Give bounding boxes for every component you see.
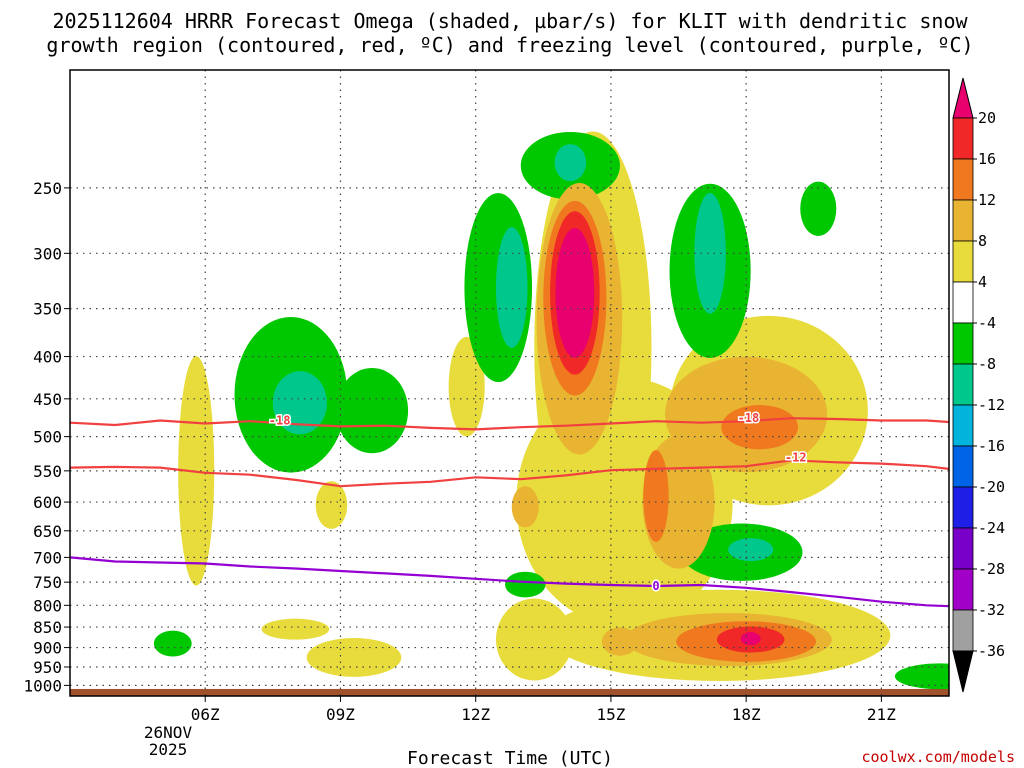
colorbar-bin	[952, 404, 974, 447]
colorbar-label: -16	[978, 437, 1005, 455]
x-tick-label: 15Z	[596, 705, 625, 724]
y-tick-label: 700	[33, 548, 62, 567]
colorbar-bin	[952, 568, 974, 611]
omega-region-neg12	[728, 538, 774, 562]
omega-region-pos12	[721, 405, 798, 450]
colorbar-label: -20	[978, 478, 1005, 496]
omega-region-neg8	[800, 181, 837, 236]
omega-shading	[153, 131, 949, 690]
colorbar-label: 4	[978, 273, 987, 291]
contour-label: 0	[652, 579, 659, 593]
x-tick-label: 21Z	[867, 705, 896, 724]
colorbar-label: -8	[978, 355, 996, 373]
x-axis-title: Forecast Time (UTC)	[407, 748, 613, 768]
y-tick-label: 800	[33, 596, 62, 615]
omega-region-pos20	[555, 227, 595, 358]
x-tick-label: 06Z	[191, 705, 220, 724]
omega-region-neg8	[153, 630, 192, 657]
x-tick-label: 09Z	[326, 705, 355, 724]
colorbar-bottom-arrow	[952, 650, 974, 693]
colorbar-bin	[952, 199, 974, 242]
omega-region-neg12	[694, 192, 726, 314]
plot-frame	[69, 69, 950, 697]
contour-label: -18	[269, 413, 291, 427]
omega-region-pos8	[601, 627, 638, 656]
y-tick-label: 600	[33, 493, 62, 512]
surface-layer	[70, 688, 949, 696]
y-tick-label: 650	[33, 522, 62, 541]
colorbar-bin	[952, 240, 974, 283]
omega-region-pos4	[448, 336, 485, 437]
contour-line	[70, 556, 949, 608]
omega-region-neg8	[504, 571, 546, 598]
grid-lines	[70, 70, 949, 696]
colorbar-bin	[952, 158, 974, 201]
y-tick-label: 450	[33, 390, 62, 409]
date-line-1: 26NOV	[144, 723, 193, 742]
y-tick-label: 750	[33, 573, 62, 592]
contour-label: -18	[738, 411, 760, 425]
date-line-2: 2025	[149, 740, 188, 759]
y-tick-label: 950	[33, 658, 62, 677]
y-tick-label: 400	[33, 348, 62, 367]
colorbar-bin	[952, 117, 974, 160]
y-tick-label: 350	[33, 300, 62, 319]
y-tick-label: 500	[33, 428, 62, 447]
colorbar-label: -36	[978, 642, 1005, 660]
colorbar-bin	[952, 445, 974, 488]
colorbar-bin	[952, 322, 974, 365]
colorbar-bin	[952, 609, 974, 652]
omega-region-neg12	[272, 371, 327, 435]
x-tick-label: 18Z	[732, 705, 761, 724]
y-tick-label: 550	[33, 462, 62, 481]
colorbar-label: 8	[978, 232, 987, 250]
contour-label: -12	[785, 451, 807, 465]
temperature-contours: -18 -18 -12 0	[70, 410, 949, 608]
omega-region-neg12	[495, 227, 528, 348]
colorbar-label: -24	[978, 519, 1005, 537]
y-tick-label: 900	[33, 639, 62, 658]
colorbar-label: -28	[978, 560, 1005, 578]
omega-region-pos4	[495, 598, 573, 681]
omega-region-pos4	[306, 637, 402, 677]
colorbar-bin	[952, 486, 974, 529]
omega-region-neg8	[894, 663, 949, 690]
colorbar-label: 20	[978, 109, 996, 127]
colorbar-bin	[952, 281, 974, 324]
x-axis: 06Z 09Z 12Z 15Z 18Z 21Z	[191, 696, 896, 724]
colorbar-label: 16	[978, 150, 996, 168]
contour-line	[70, 417, 949, 431]
omega-region-pos4	[315, 481, 348, 529]
y-tick-label: 300	[33, 244, 62, 263]
colorbar-bin	[952, 527, 974, 570]
contour-line	[70, 459, 949, 488]
colorbar-label: 12	[978, 191, 996, 209]
chart-title-line2: growth region (contoured, red, ºC) and f…	[46, 33, 973, 57]
colorbar-label: -32	[978, 601, 1005, 619]
omega-region-pos8	[511, 486, 539, 528]
omega-region-neg12	[554, 144, 587, 182]
y-tick-label: 850	[33, 618, 62, 637]
colorbar-bin	[952, 363, 974, 406]
omega-region-pos20	[740, 632, 761, 646]
colorbar-label: -12	[978, 396, 1005, 414]
surface-ground-band	[70, 688, 949, 696]
omega-region-neg8	[335, 367, 409, 454]
omega-region-pos4	[261, 618, 330, 640]
y-axis: 250 300 350 400 450 500 550 600 650 700 750 800 850 9…	[23, 179, 70, 695]
omega-region-pos12	[643, 450, 669, 542]
x-tick-label: 12Z	[461, 705, 490, 724]
credit-link[interactable]: coolwx.com/models	[861, 748, 1015, 766]
y-tick-label: 1000	[23, 676, 62, 695]
y-tick-label: 250	[33, 179, 62, 198]
colorbar-top-arrow	[952, 77, 974, 119]
chart-title-line1: 2025112604 HRRR Forecast Omega (shaded, …	[52, 9, 968, 33]
colorbar-label: -4	[978, 314, 996, 332]
colorbar: 20 16 12 8 4 -4 -8 -12 -16 -20 -24 -28 -32 -36	[952, 77, 1005, 693]
